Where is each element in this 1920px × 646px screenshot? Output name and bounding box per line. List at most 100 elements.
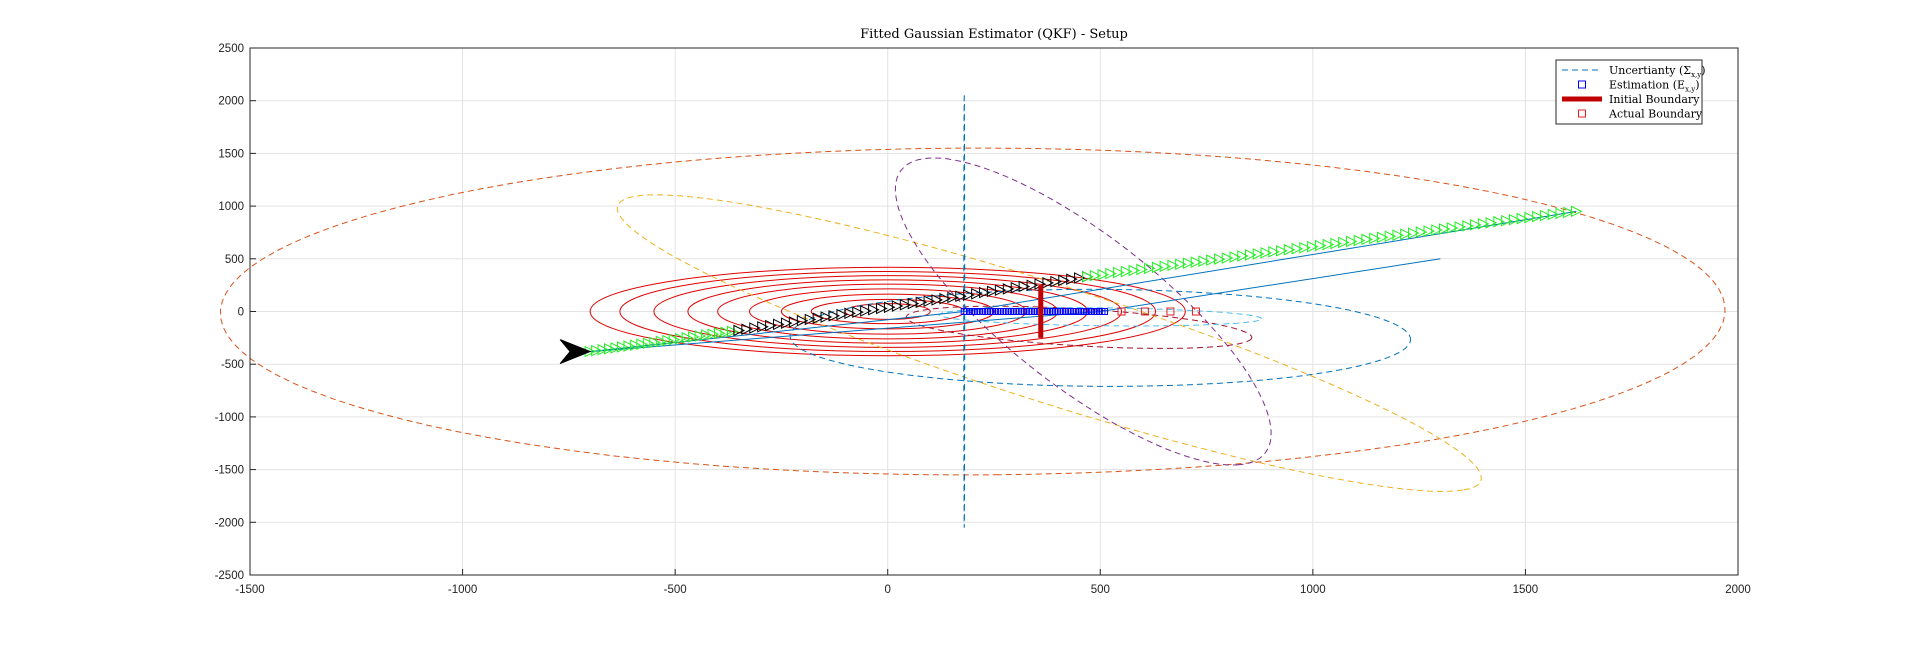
black-triangle-marker (741, 323, 753, 336)
black-triangle-marker (971, 288, 983, 300)
contour-ellipse (653, 275, 1123, 348)
actual-boundary-marker (1140, 307, 1149, 316)
black-triangle-marker (1010, 281, 1023, 294)
green-triangle-marker (1182, 257, 1195, 270)
green-triangle-marker (1229, 251, 1242, 263)
black-triangle-marker (931, 294, 944, 306)
black-triangle-marker (796, 314, 809, 327)
black-triangle-marker (757, 320, 769, 333)
legend-label: Actual Boundary (1608, 108, 1703, 121)
green-triangle-marker (668, 333, 681, 346)
black-triangle-marker (749, 322, 761, 334)
contour-ellipse (780, 293, 995, 330)
black-triangle-marker (939, 292, 952, 305)
black-triangle-marker (899, 299, 912, 311)
green-triangle-marker (1151, 261, 1164, 274)
green-triangle-marker (1539, 209, 1552, 222)
black-triangle-marker (1050, 275, 1062, 288)
green-triangle-marker (1105, 267, 1117, 280)
green-triangle-marker (1089, 269, 1102, 282)
legend-symbol-square (1578, 80, 1586, 89)
legend-box (1555, 59, 1703, 125)
estimation-marker (1101, 308, 1109, 315)
green-triangle-marker (1221, 252, 1234, 264)
y-tick-label: 0 (238, 307, 244, 319)
green-triangle-marker (1508, 213, 1521, 226)
green-triangle-marker (1082, 270, 1094, 283)
green-triangle-marker (1314, 239, 1327, 252)
green-triangle-marker (1369, 232, 1381, 245)
black-triangle-marker (780, 317, 793, 329)
green-triangle-marker (649, 336, 661, 349)
legend-label: Estimation (Ex,y) (1609, 79, 1700, 94)
green-triangle-marker (707, 328, 720, 340)
green-triangle-marker (1167, 259, 1180, 272)
green-triangle-marker (1120, 265, 1133, 278)
green-triangle-marker (726, 325, 739, 338)
green-triangle-marker (1431, 224, 1443, 236)
green-triangle-marker (655, 335, 668, 348)
green-triangle-marker (714, 327, 726, 340)
black-triangle-marker (804, 313, 817, 326)
green-triangle-marker (720, 326, 733, 339)
green-triangle-marker (1159, 260, 1172, 273)
x-tick-label: -1000 (448, 584, 477, 596)
green-triangle-marker (1206, 254, 1218, 266)
green-triangle-marker (1532, 210, 1544, 223)
green-triangle-marker (1175, 258, 1187, 271)
contour-ellipse (619, 270, 1157, 353)
green-triangle-marker (1245, 249, 1257, 261)
axes-frame (249, 47, 1739, 576)
green-triangle-marker (1384, 230, 1397, 243)
x-tick-label: -500 (664, 584, 687, 596)
green-triangle-marker (1291, 242, 1304, 255)
black-triangle-marker (1002, 283, 1015, 295)
green-triangle-marker (1128, 264, 1141, 277)
green-triangle-marker (1501, 214, 1513, 227)
green-triangle-marker (1493, 215, 1505, 228)
uncertainty-ellipse (894, 157, 1272, 466)
green-triangle-marker (1392, 229, 1405, 242)
green-triangle-marker (604, 342, 616, 355)
green-triangle-marker (1439, 223, 1451, 235)
plot-area (219, 95, 1726, 528)
legend: Uncertianty (Σx,y)Estimation (Ex,y)Initi… (1555, 59, 1706, 125)
black-triangle-marker (963, 289, 975, 301)
green-triangle-marker (1322, 238, 1335, 251)
black-triangle-marker (907, 297, 920, 310)
green-triangle-marker (597, 343, 610, 356)
green-triangle-marker (675, 332, 687, 345)
green-triangle-marker (1097, 268, 1110, 281)
black-triangle-marker (876, 302, 888, 315)
x-tick-label: 0 (885, 584, 891, 596)
green-triangle-marker (1470, 219, 1482, 231)
y-tick-label: -1500 (215, 465, 244, 477)
green-triangle-marker (681, 331, 694, 344)
y-tick-label: 2000 (218, 96, 244, 108)
green-triangle-marker (1113, 266, 1125, 279)
green-triangle-marker (1415, 226, 1428, 238)
y-tick-label: -2000 (215, 517, 244, 529)
green-triangle-marker (1454, 221, 1467, 233)
black-triangle-marker (986, 285, 999, 298)
green-triangle-marker (1423, 225, 1436, 237)
black-triangle-marker (891, 300, 904, 312)
green-triangle-marker (1190, 256, 1203, 269)
green-triangle-marker (1353, 234, 1366, 247)
black-triangle-marker (844, 307, 856, 320)
green-triangle-marker (1570, 205, 1583, 218)
actual-boundary-marker (1166, 307, 1175, 316)
green-triangle-marker (1361, 233, 1374, 246)
black-triangle-marker (788, 316, 801, 328)
black-triangle-marker (1042, 277, 1055, 289)
uncertainty-ellipse (219, 147, 1726, 476)
green-triangle-marker (610, 342, 623, 354)
legend-label: Uncertianty (Σx,y) (1609, 64, 1706, 79)
black-triangle-marker (947, 291, 959, 304)
green-triangle-marker (1400, 228, 1412, 240)
black-triangle-marker (765, 319, 777, 332)
green-triangle-marker (623, 340, 636, 352)
green-triangle-marker (662, 334, 674, 347)
green-triangle-marker (1477, 218, 1490, 230)
